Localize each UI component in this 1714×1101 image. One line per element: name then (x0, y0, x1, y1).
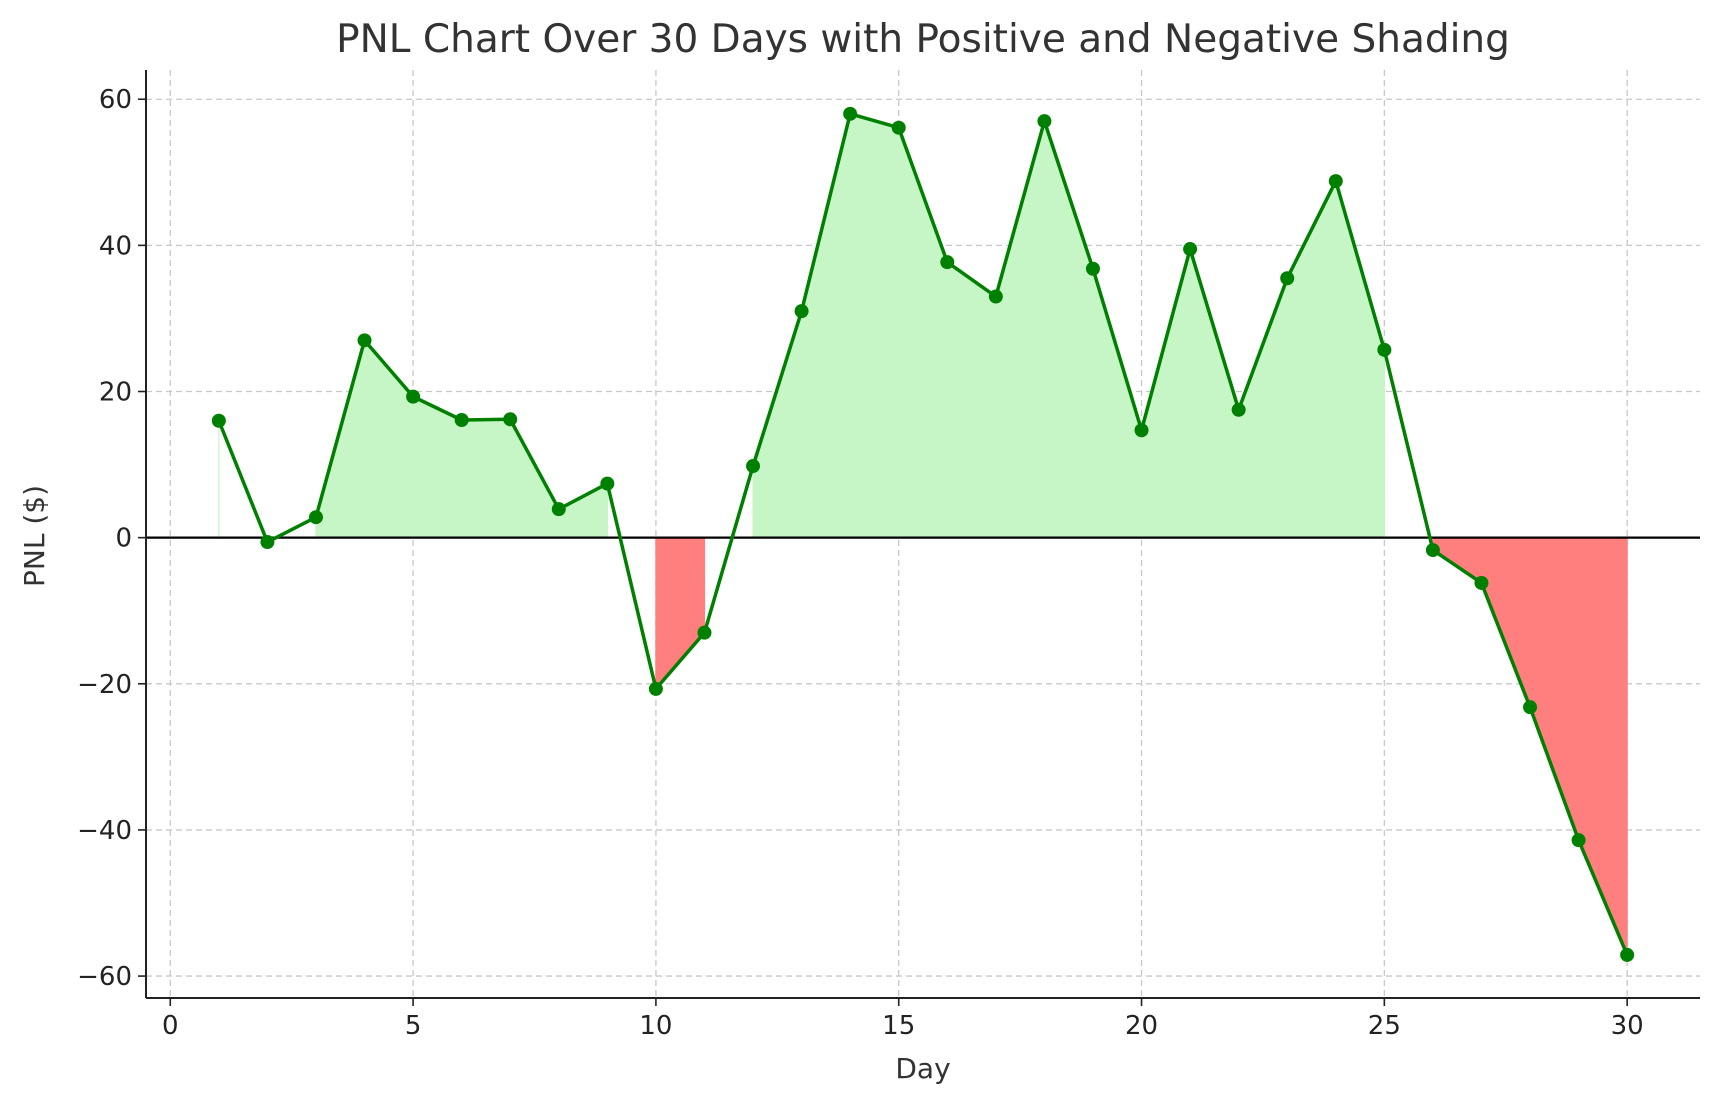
x-tick-label: 15 (882, 1011, 915, 1041)
y-axis-label: PNL ($) (18, 485, 51, 587)
data-point (308, 510, 323, 525)
data-point (551, 502, 566, 517)
data-point (357, 333, 372, 348)
y-tick-label: 0 (115, 524, 132, 554)
data-point (1183, 242, 1198, 257)
pnl-series-line (217, 112, 1629, 956)
x-tick-label: 20 (1125, 1011, 1158, 1041)
data-point (940, 255, 955, 270)
data-point (648, 681, 663, 696)
data-point (1085, 261, 1100, 276)
x-tick-label: 30 (1611, 1011, 1644, 1041)
data-point (1037, 114, 1052, 129)
data-point (211, 413, 226, 428)
data-point (1474, 575, 1489, 590)
data-point (843, 106, 858, 121)
y-tick-label: −60 (77, 962, 132, 992)
data-point (746, 459, 761, 474)
data-point (406, 389, 421, 404)
data-point (988, 289, 1003, 304)
data-point (1231, 402, 1246, 417)
x-tick-label: 5 (405, 1011, 422, 1041)
x-tick-label: 25 (1368, 1011, 1401, 1041)
data-point (1620, 947, 1635, 962)
line-layer (217, 112, 1629, 956)
fill-layer (218, 113, 1628, 956)
y-tick-label: 20 (99, 378, 132, 408)
x-axis-label: Day (895, 1052, 950, 1085)
data-point (503, 412, 518, 427)
marker-layer (211, 106, 1635, 962)
y-tick-label: −40 (77, 816, 132, 846)
data-point (1425, 543, 1440, 558)
data-point (1571, 833, 1586, 848)
data-point (260, 535, 275, 550)
data-point (1280, 271, 1295, 286)
data-point (697, 625, 712, 640)
x-tick-label: 10 (639, 1011, 672, 1041)
data-point (1523, 700, 1538, 715)
data-point (891, 120, 906, 135)
x-tick-label: 0 (162, 1011, 179, 1041)
negative-area (655, 537, 706, 691)
data-point (794, 304, 809, 319)
y-tick-label: 60 (99, 85, 132, 115)
data-point (1328, 174, 1343, 189)
axis-layer: 0 5 10 15 20 25 30 −60 −40 −20 0 20 40 60 (77, 70, 1700, 1041)
positive-area (752, 113, 1385, 539)
negative-area (1432, 537, 1628, 956)
data-point (1134, 423, 1149, 438)
data-point (600, 476, 615, 491)
y-tick-label: −20 (77, 670, 132, 700)
chart-title: PNL Chart Over 30 Days with Positive and… (336, 17, 1510, 62)
data-point (1377, 342, 1392, 357)
data-point (454, 413, 469, 428)
y-tick-label: 40 (99, 231, 132, 261)
